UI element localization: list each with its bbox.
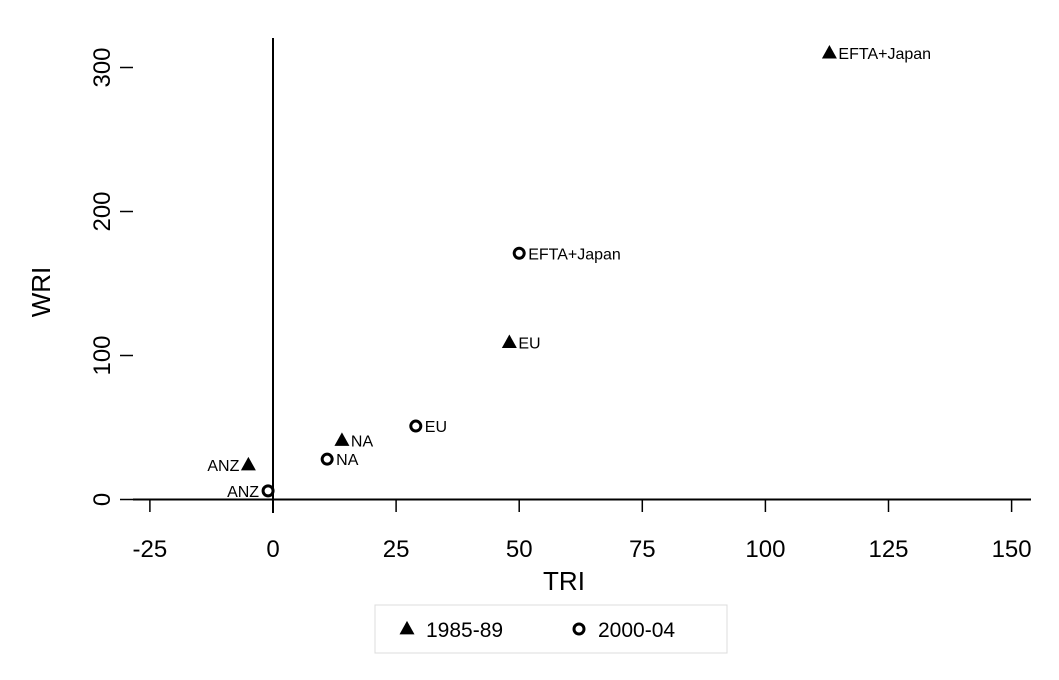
point-label: NA bbox=[336, 452, 359, 469]
y-axis-title: WRI bbox=[26, 267, 56, 318]
x-tick-label: 125 bbox=[868, 536, 908, 563]
triangle-point bbox=[821, 45, 837, 59]
legend-triangle-marker bbox=[399, 620, 415, 635]
point-label: NA bbox=[351, 433, 374, 450]
x-axis-title: TRI bbox=[543, 566, 585, 596]
x-tick-label: 150 bbox=[992, 536, 1032, 563]
axes: -25 0 25 50 75 100 125 150 0 100 200 300 bbox=[89, 38, 1032, 563]
legend: 1985-89 2000-04 bbox=[374, 604, 728, 654]
legend-circle-marker bbox=[572, 622, 586, 636]
y-tick-label: 300 bbox=[89, 47, 116, 87]
legend-label: 2000-04 bbox=[598, 619, 675, 642]
y-tick-label: 0 bbox=[89, 493, 116, 506]
y-tick-label: 200 bbox=[89, 191, 116, 231]
point-label: ANZ bbox=[207, 458, 239, 475]
legend-label: 1985-89 bbox=[426, 619, 503, 642]
x-tick-label: 50 bbox=[506, 536, 533, 563]
circle-point bbox=[512, 246, 526, 260]
point-label: EFTA+Japan bbox=[838, 46, 931, 63]
triangle-point bbox=[501, 334, 517, 348]
x-tick-label: 25 bbox=[383, 536, 410, 563]
y-tick-label: 100 bbox=[89, 335, 116, 375]
x-tick-label: 0 bbox=[266, 536, 279, 563]
circle-point bbox=[409, 419, 423, 433]
circle-point bbox=[320, 452, 334, 466]
x-tick-label: 75 bbox=[629, 536, 656, 563]
triangle-point bbox=[334, 432, 350, 446]
circle-point bbox=[261, 484, 275, 498]
triangle-point bbox=[240, 456, 256, 471]
legend-box bbox=[374, 604, 728, 654]
x-tick-label: -25 bbox=[133, 536, 168, 563]
x-tick-label: 100 bbox=[745, 536, 785, 563]
data-marks: EFTA+Japan EU NA ANZ EFTA+Japan EU NA ANZ bbox=[207, 45, 931, 501]
point-label: EU bbox=[425, 419, 447, 436]
point-label: EU bbox=[518, 336, 540, 353]
point-label: EFTA+Japan bbox=[528, 246, 621, 263]
point-label: ANZ bbox=[227, 484, 259, 501]
